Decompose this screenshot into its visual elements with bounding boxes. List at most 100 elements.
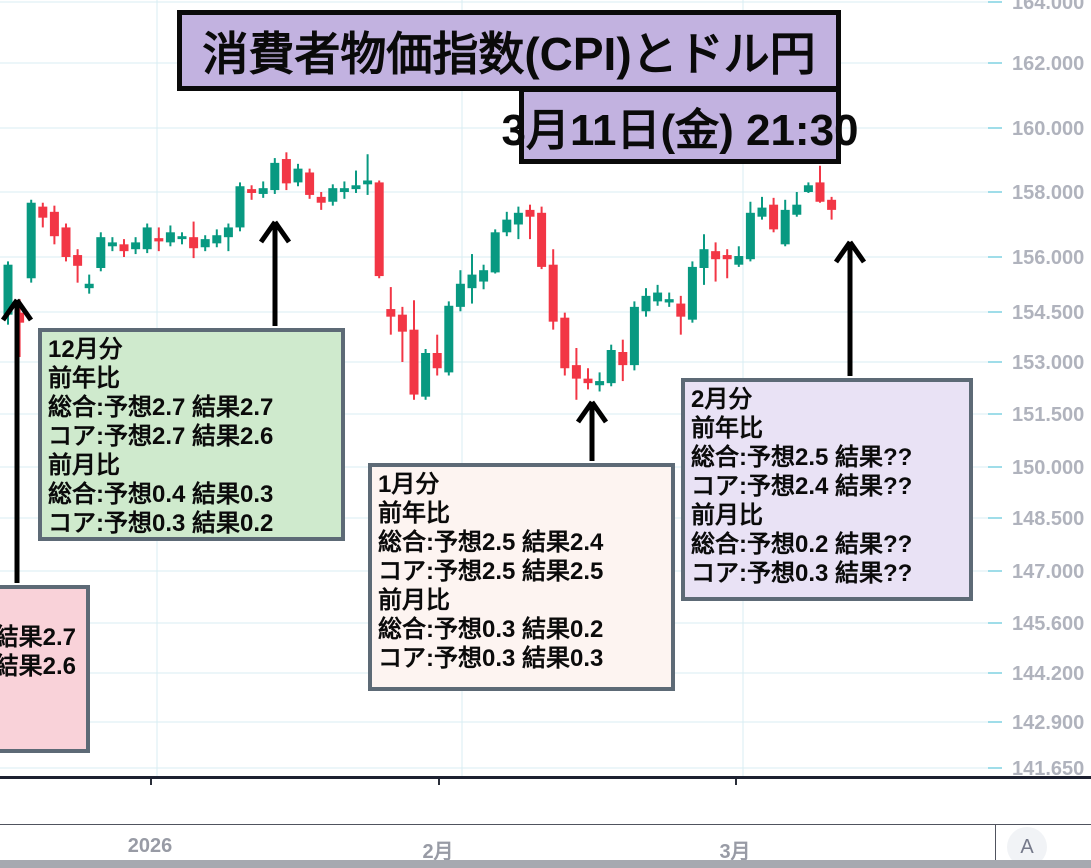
candle-body <box>212 235 222 244</box>
candle-body <box>699 249 709 268</box>
time-axis-tick <box>150 779 152 785</box>
candle-body <box>200 239 210 248</box>
candle-body <box>815 182 825 202</box>
candle-body <box>165 232 175 243</box>
candle-body <box>316 196 326 203</box>
time-axis-tick <box>735 779 737 785</box>
annotation-line: コア:予想2.5 結果2.5 <box>378 558 604 585</box>
candle-body <box>606 350 616 384</box>
price-axis-label: 145.600 <box>1012 613 1084 635</box>
candle-body <box>571 365 581 379</box>
candle-body <box>26 202 36 279</box>
candle-body <box>49 211 59 237</box>
candle-body <box>3 264 13 315</box>
candle-body <box>61 227 71 257</box>
annotation-line: 前月比 <box>378 587 450 614</box>
candle-body <box>247 189 257 193</box>
candle-body <box>444 305 454 373</box>
candle-body <box>293 168 303 183</box>
price-axis-label: 156.000 <box>1012 247 1084 269</box>
candle-body <box>827 199 837 210</box>
candle-body <box>351 185 361 190</box>
time-axis-border <box>0 824 1091 825</box>
candle-body <box>595 381 605 386</box>
annotation-line: 12月分 <box>48 336 123 363</box>
candle-body <box>490 232 500 273</box>
annotation-line: 総合:予想0.2 結果?? <box>691 531 913 558</box>
event-datetime: 3月11日(金) 21:30 <box>501 87 859 164</box>
candle-body <box>142 227 152 250</box>
candle-body <box>479 270 489 282</box>
time-axis-corner-separator <box>995 824 996 860</box>
candle-body <box>757 207 767 217</box>
candle-body <box>629 306 639 366</box>
price-axis-label: 160.000 <box>1012 118 1084 140</box>
candle-body <box>583 378 593 384</box>
candle-body <box>618 352 628 366</box>
candle-body <box>421 353 431 397</box>
annotation-line: 1月分 <box>378 471 440 498</box>
candle-body <box>397 314 407 332</box>
candle-body <box>455 283 465 307</box>
window-bottom-bar <box>0 860 1091 868</box>
price-axis-label: 151.500 <box>1012 404 1084 426</box>
candle-body <box>769 204 779 230</box>
candle-body <box>258 188 268 194</box>
candle-body <box>502 219 512 233</box>
time-axis-tick <box>438 779 440 785</box>
arrow-head <box>258 220 278 244</box>
arrow-head <box>847 240 867 264</box>
annotation-line: 前年比 <box>48 365 120 392</box>
candle-body <box>525 209 535 217</box>
candle-body <box>386 309 396 317</box>
candle-body <box>780 209 790 245</box>
annotation-line: 結果2.7 <box>0 624 76 651</box>
candle-body <box>664 299 674 303</box>
annotation-line: 結果2.6 <box>0 653 76 680</box>
candle-body <box>305 172 315 195</box>
annotation-line: 総合:予想2.7 結果2.7 <box>48 394 274 421</box>
annotation-line: 総合:予想2.5 結果2.4 <box>378 529 604 556</box>
price-axis-label: 142.900 <box>1012 712 1084 734</box>
candle-body <box>745 212 755 260</box>
candle-body <box>792 204 802 215</box>
candle-body <box>560 317 570 369</box>
candle-body <box>676 303 686 317</box>
price-axis-label: 148.500 <box>1012 508 1084 530</box>
candle-body <box>328 188 338 202</box>
arrow-head <box>272 220 292 244</box>
candle-body <box>641 295 651 312</box>
arrow-head <box>0 298 20 322</box>
annotation-feb-cpi: 2月分 前年比 総合:予想2.5 結果?? コア:予想2.4 結果?? 前月比 総合:予想… <box>681 378 973 601</box>
annotation-dec-cpi: 12月分 前年比 総合:予想2.7 結果2.7 コア:予想2.7 結果2.6 前月比 総合… <box>38 328 345 541</box>
candle-body <box>15 312 25 323</box>
annotation-line: コア:予想0.3 結果0.3 <box>378 645 604 672</box>
annotation-line: コア:予想2.4 結果?? <box>691 473 913 500</box>
annotation-line: コア:予想0.3 結果0.2 <box>48 510 274 537</box>
candle-body <box>177 236 187 240</box>
annotation-line: 2月分 <box>691 386 753 413</box>
candle-body <box>119 244 129 252</box>
candle-body <box>38 206 48 218</box>
price-axis-label: 150.000 <box>1012 457 1084 479</box>
candle-body <box>374 182 384 277</box>
time-axis-label: 2026 <box>127 835 173 857</box>
candle-body <box>711 251 721 260</box>
annotation-line: 前年比 <box>691 415 763 442</box>
candle-body <box>653 292 663 302</box>
candle-body <box>687 266 697 320</box>
price-axis-label: 147.000 <box>1012 561 1084 583</box>
price-axis-label: 141.650 <box>1012 758 1084 778</box>
candle-body <box>235 186 245 228</box>
time-axis-label: 2月 <box>422 841 454 863</box>
arrow-head <box>575 400 595 424</box>
candle-body <box>223 227 233 238</box>
candle-body <box>154 238 164 242</box>
candle-body <box>409 329 419 395</box>
price-axis-label: 162.000 <box>1012 53 1084 75</box>
annotation-jan-cpi: 1月分 前年比 総合:予想2.5 結果2.4 コア:予想2.5 結果2.5 前月比 総合:… <box>368 463 675 691</box>
annotation-line: コア:予想2.7 結果2.6 <box>48 423 274 450</box>
candle-body <box>432 353 442 369</box>
candle-body <box>722 255 732 260</box>
